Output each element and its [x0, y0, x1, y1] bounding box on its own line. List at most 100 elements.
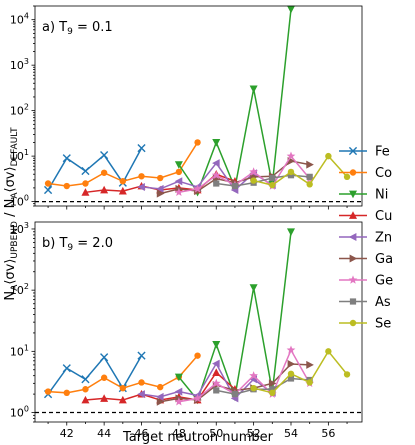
panel-b-series-se	[250, 348, 351, 397]
panel-b-point-fe	[137, 351, 146, 360]
legend-entry-cu: Cu	[339, 209, 392, 224]
legend-entry-se: Se	[339, 317, 391, 332]
panel-a-point-zn	[174, 177, 183, 186]
legend-entry-fe: Fe	[339, 145, 390, 160]
panel-b-point-se	[287, 370, 295, 377]
panel-b-point-co	[100, 374, 108, 381]
panel-b-point-as	[287, 375, 295, 382]
panel-a-label: a) T9 = 0.1	[42, 20, 113, 37]
panel-a-point-co	[44, 180, 52, 187]
panel-b-point-co	[156, 383, 164, 391]
legend-entry-co: Co	[339, 166, 392, 181]
panel-b-point-zn	[174, 387, 183, 396]
legend-label-co: Co	[375, 166, 392, 181]
panel-b-label: b) T9 = 2.0	[42, 236, 113, 253]
panel-a-point-ni	[286, 5, 295, 14]
panel-a-point-co	[175, 168, 183, 176]
panel-a-y-tick-label: 103	[10, 57, 29, 72]
panel-b-y-axis: 100 101 102 103	[10, 221, 35, 423]
panel-a-point-cu	[81, 188, 90, 196]
panel-a-y-tick-label: 100	[10, 194, 29, 209]
legend-label-se: Se	[375, 317, 391, 332]
panel-a-point-ge	[286, 151, 296, 160]
panel-b-point-ge	[249, 371, 258, 380]
panel-a-x-ticks	[47, 206, 348, 210]
panel-b-x-axis: 42 44 46 48 50 52 54 56	[47, 422, 348, 440]
panel-b-point-zn	[212, 359, 220, 368]
panel-b-point-ga	[156, 397, 165, 406]
panel-a-point-fe	[137, 144, 146, 153]
panel-b-y-tick-label: 103	[10, 221, 29, 236]
panel-b-point-zn	[155, 392, 164, 401]
panel-b-point-co	[138, 379, 145, 386]
panel-b: 100 101 102 103 42 44 46 48 50 52 54 56 b) T9 = 2.…	[10, 221, 363, 440]
panel-a-point-fe	[62, 154, 71, 163]
panel-a-point-se	[325, 152, 332, 160]
panel-b-line-as	[216, 377, 310, 395]
panel-b-x-tick-label: 52	[247, 427, 261, 440]
panel-a-point-fe	[81, 166, 90, 176]
legend-marker-ni	[349, 190, 357, 199]
panel-b-x-tick-label: 44	[97, 427, 111, 440]
panel-b-x-tick-label: 50	[209, 427, 223, 440]
panel-a-frame	[34, 5, 363, 207]
panel-b-point-as	[231, 391, 239, 398]
legend-label-ni: Ni	[375, 188, 388, 203]
panel-a-point-co	[194, 139, 201, 146]
panel-a-point-se	[343, 173, 351, 181]
panel-a-point-co	[82, 180, 89, 187]
panel-b-point-se	[269, 389, 276, 397]
panel-a-line-ge	[178, 154, 311, 194]
panel-a-series-ni	[174, 5, 295, 197]
panel-b-point-ni	[249, 284, 258, 292]
panel-b-point-cu	[212, 368, 221, 376]
panel-a-point-zn	[137, 182, 145, 191]
panel-b-point-se	[306, 379, 313, 386]
panel-b-line-ge	[178, 348, 311, 403]
panel-b-point-se	[343, 371, 351, 378]
panel-b-y-tick-label: 102	[10, 282, 29, 297]
panel-a: 100 101 102 103 104 a) T9 = 0.1	[10, 5, 363, 210]
legend-marker-co	[349, 169, 357, 176]
panel-b-x-tick-label: 46	[135, 427, 149, 440]
panel-b-point-se	[325, 348, 332, 355]
panel-b-series-fe	[43, 351, 146, 399]
panel-a-point-co	[63, 182, 70, 190]
legend-marker-fe	[348, 146, 358, 156]
legend-label-cu: Cu	[375, 209, 392, 224]
panel-b-point-co	[44, 388, 52, 395]
panel-b-point-co	[63, 389, 70, 397]
panel-a-point-cu	[118, 186, 127, 195]
panel-a-point-co	[156, 174, 164, 182]
legend-label-fe: Fe	[375, 145, 390, 160]
panel-b-point-ni	[286, 228, 295, 236]
panel-a-point-zn	[212, 159, 220, 168]
panel-a-y-tick-label: 104	[10, 12, 29, 27]
legend-entry-ge: Ge	[339, 274, 393, 289]
panel-a-point-ge	[174, 187, 184, 197]
panel-a-point-co	[138, 173, 145, 180]
panel-b-x-tick-label: 56	[321, 427, 335, 440]
panel-a-point-ni	[174, 161, 183, 169]
panel-a-point-co	[119, 178, 127, 185]
panel-b-point-ga	[306, 360, 314, 369]
panel-a-point-ni	[212, 139, 221, 147]
panel-b-point-ge	[211, 378, 221, 388]
panel-b-point-co	[119, 384, 127, 392]
panel-b-series-zn	[137, 359, 276, 403]
legend-marker-ga	[349, 254, 358, 263]
legend-marker-cu	[349, 211, 357, 219]
panel-a-point-ga	[156, 189, 165, 198]
panel-b-point-ni	[174, 373, 183, 382]
panel-a-series	[43, 5, 351, 198]
panel-a-point-ni	[249, 85, 258, 94]
panel-b-y-tick-label: 100	[10, 405, 29, 420]
panel-b-point-co	[194, 352, 201, 359]
panel-b-point-fe	[100, 353, 109, 362]
panel-a-point-ge	[193, 184, 202, 193]
panel-a-point-ga	[306, 160, 314, 169]
panel-a-point-as	[213, 180, 220, 187]
legend-marker-se	[349, 319, 357, 327]
legend: Fe Co Ni Cu Zn Ga Ge As Se	[339, 145, 393, 332]
